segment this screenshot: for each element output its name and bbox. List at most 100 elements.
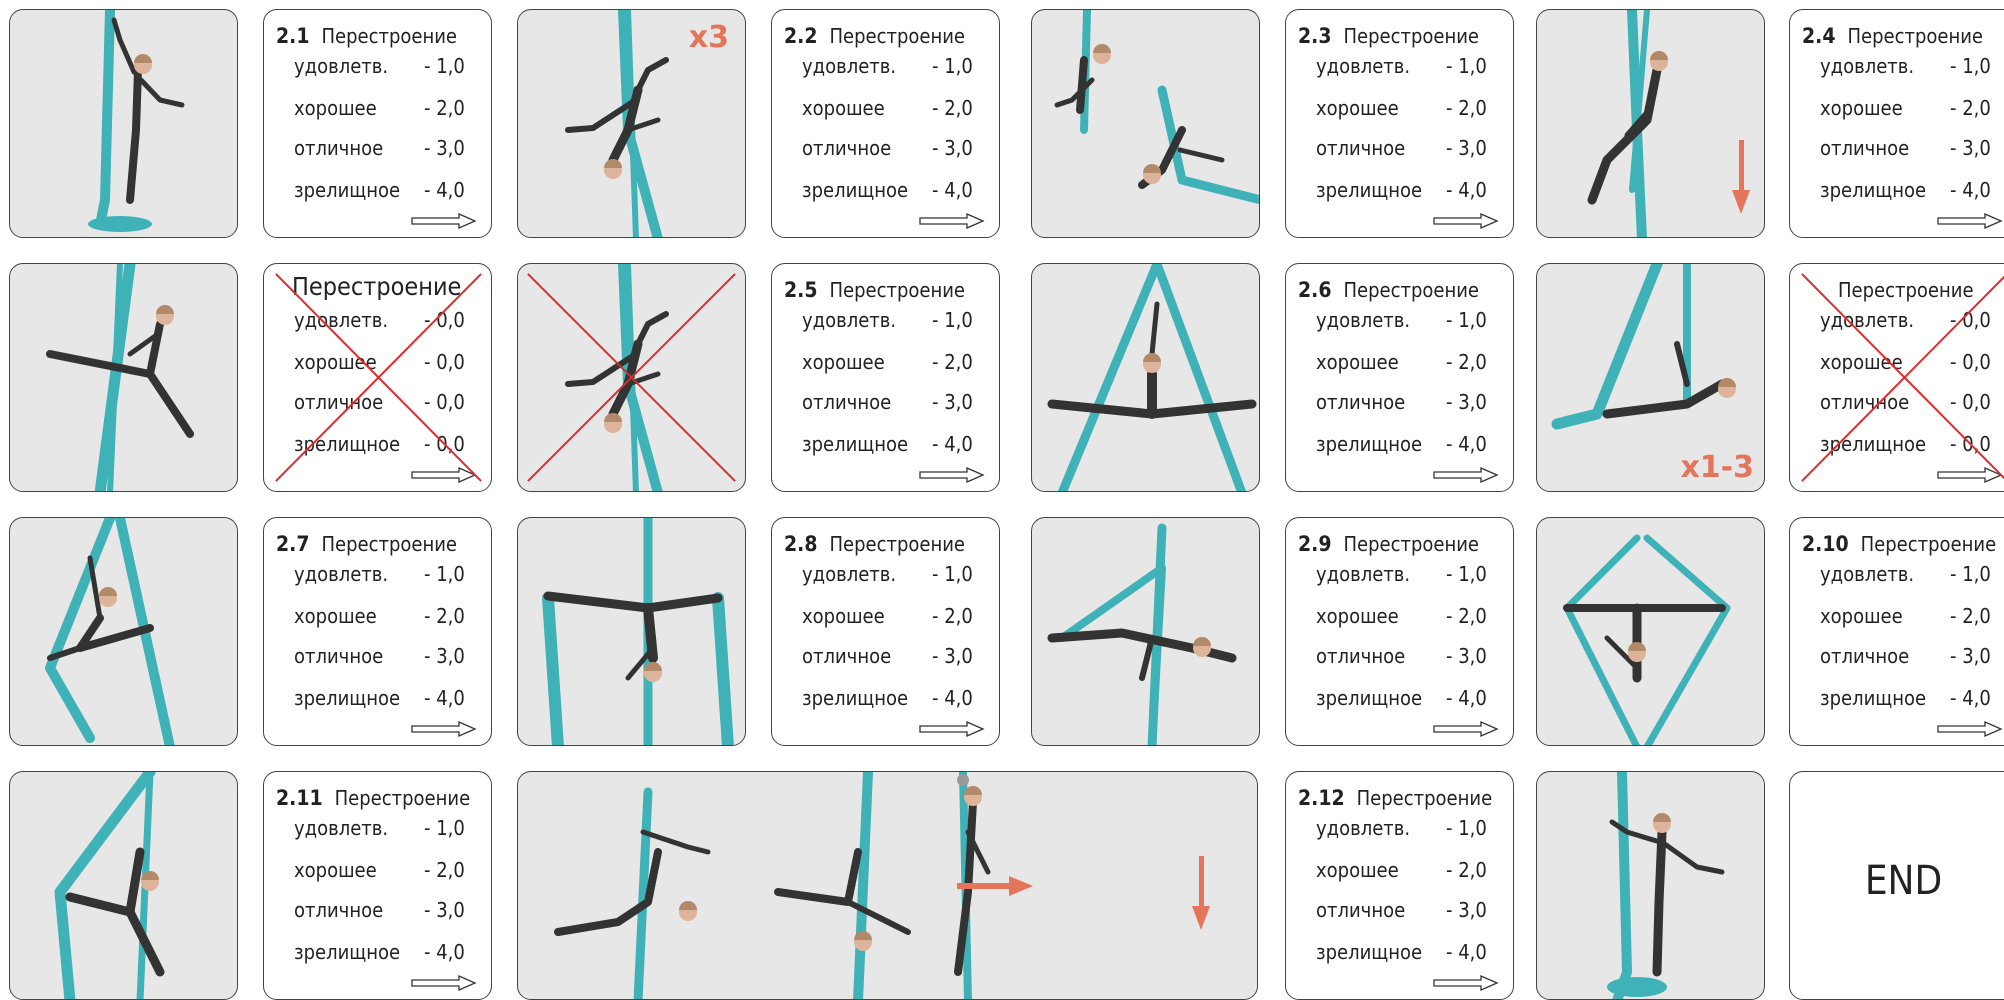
photo-element-2-10 [1536, 517, 1765, 746]
score-level-label: отличное [802, 136, 892, 160]
score-row: отличное - 3,0 [294, 136, 465, 160]
score-value: - 4,0 [424, 178, 465, 202]
score-value: - 3,0 [1446, 898, 1487, 922]
score-row: отличное - 3,0 [1316, 136, 1487, 160]
score-value: - 3,0 [932, 136, 973, 160]
score-value: - 1,0 [932, 308, 973, 332]
score-row: зрелищное - 4,0 [1316, 178, 1487, 202]
card-header: 2.8 Перестроение [784, 532, 965, 556]
score-level-label: хорошее [1316, 858, 1399, 882]
repeat-badge: x3 [688, 20, 729, 55]
score-value: - 2,0 [1446, 858, 1487, 882]
score-value: - 2,0 [424, 96, 465, 120]
next-arrow-icon [919, 721, 985, 737]
photo-start-pose [9, 9, 238, 238]
next-arrow-icon [1937, 721, 2003, 737]
score-level-label: удовлетв. [802, 308, 897, 332]
score-row: отличное - 3,0 [1820, 136, 1991, 160]
photo-element-x1-3: x1-3 [1536, 263, 1765, 492]
score-value: - 3,0 [1446, 644, 1487, 668]
element-title: Перестроение [829, 278, 965, 302]
score-row: хорошее - 2,0 [1820, 96, 1991, 120]
score-value: - 2,0 [932, 604, 973, 628]
element-number: 2.9 [1298, 532, 1332, 556]
score-value: - 0,0 [1950, 308, 1991, 332]
photo-element-2-6 [1031, 263, 1260, 492]
score-value: - 2,0 [1950, 604, 1991, 628]
element-number: 2.5 [784, 278, 818, 302]
score-row: хорошее - 0,0 [1820, 350, 1991, 374]
score-row: отличное - 3,0 [802, 644, 973, 668]
element-number: 2.11 [276, 786, 323, 810]
score-level-label: отличное [294, 898, 384, 922]
score-row: зрелищное - 4,0 [1316, 940, 1487, 964]
excluded-photo [517, 263, 746, 492]
photo-element-2-3 [1031, 9, 1260, 238]
score-row: хорошее - 2,0 [1820, 604, 1991, 628]
score-row: отличное - 3,0 [294, 644, 465, 668]
element-title: Перестроение [1847, 24, 1983, 48]
element-title: Перестроение [1860, 532, 1997, 556]
element-number: 2.3 [1298, 24, 1332, 48]
score-level-label: зрелищное [294, 178, 401, 202]
score-value: - 4,0 [1950, 178, 1991, 202]
score-level-label: отличное [294, 136, 384, 160]
element-card-2-10: 2.10 Перестроение удовлетв. - 1,0 хорошее - 2… [1789, 517, 2004, 746]
element-card-2-1: 2.1 Перестроение удовлетв. - 1,0 хорошее - 2,… [263, 9, 492, 238]
score-level-label: хорошее [1316, 96, 1399, 120]
score-row: удовлетв. - 1,0 [294, 816, 465, 840]
score-row: хорошее - 2,0 [1316, 96, 1487, 120]
element-card-2-11: 2.11 Перестроение удовлетв. - 1,0 хорошее - 2… [263, 771, 492, 1000]
score-row: отличное - 0,0 [1820, 390, 1991, 414]
score-row: зрелищное - 4,0 [294, 178, 465, 202]
excluded-card-2: Перестроение удовлетв. - 0,0 хорошее - 0,0 от… [1789, 263, 2004, 492]
score-row: удовлетв. - 0,0 [1820, 308, 1991, 332]
score-row: зрелищное - 4,0 [1820, 686, 1991, 710]
score-level-label: отличное [802, 390, 892, 414]
score-value: - 2,0 [1446, 350, 1487, 374]
score-level-label: хорошее [1316, 350, 1399, 374]
figure-image [1563, 534, 1731, 745]
card-header: Перестроение [292, 272, 461, 301]
photo-element-2-8 [517, 517, 746, 746]
score-row: отличное - 3,0 [1316, 390, 1487, 414]
score-row: хорошее - 2,0 [294, 604, 465, 628]
score-value: - 1,0 [1446, 308, 1487, 332]
element-title: Перестроение [1343, 24, 1479, 48]
next-arrow-icon [919, 213, 985, 229]
element-number: 2.8 [784, 532, 818, 556]
score-level-label: отличное [1316, 644, 1406, 668]
next-arrow-icon [1433, 213, 1499, 229]
score-row: отличное - 3,0 [802, 390, 973, 414]
score-row: зрелищное - 4,0 [1316, 686, 1487, 710]
score-value: - 4,0 [424, 686, 465, 710]
score-row: хорошее - 2,0 [294, 96, 465, 120]
score-level-label: хорошее [294, 96, 377, 120]
photo-split-pose [9, 263, 238, 492]
score-row: хорошее - 2,0 [294, 858, 465, 882]
orange-arrow-icon [1732, 140, 1750, 214]
score-row: отличное - 0,0 [294, 390, 465, 414]
score-value: - 1,0 [1446, 54, 1487, 78]
score-row: зрелищное - 0,0 [294, 432, 465, 456]
score-value: - 4,0 [932, 686, 973, 710]
score-level-label: отличное [1820, 390, 1910, 414]
score-level-label: удовлетв. [294, 816, 389, 840]
score-row: удовлетв. - 1,0 [294, 562, 465, 586]
score-value: - 1,0 [932, 562, 973, 586]
element-title: Перестроение [1356, 786, 1493, 810]
score-value: - 4,0 [1446, 940, 1487, 964]
score-level-label: хорошее [294, 858, 377, 882]
figure-image [554, 772, 991, 999]
score-value: - 3,0 [1950, 644, 1991, 668]
next-arrow-icon [411, 975, 477, 991]
score-level-label: удовлетв. [1316, 308, 1411, 332]
figure-image [1587, 10, 1668, 237]
score-row: удовлетв. - 1,0 [802, 54, 973, 78]
score-value: - 4,0 [1446, 178, 1487, 202]
photo-element-2-4 [1536, 9, 1765, 238]
score-value: - 2,0 [1446, 604, 1487, 628]
score-row: хорошее - 2,0 [802, 96, 973, 120]
score-row: отличное - 3,0 [1316, 898, 1487, 922]
score-row: хорошее - 2,0 [802, 350, 973, 374]
